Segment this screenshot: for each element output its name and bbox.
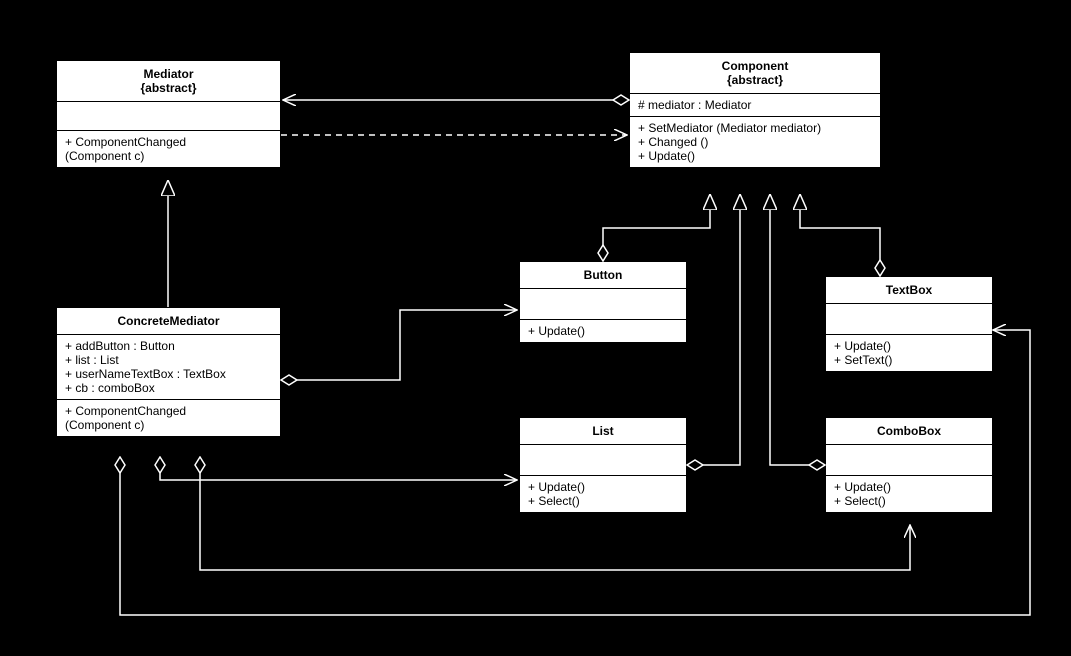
class-name: Component — [722, 59, 789, 73]
op-line: + SetMediator (Mediator mediator) — [638, 121, 872, 135]
op-line: + Update() — [638, 149, 872, 163]
op-line: (Component c) — [65, 149, 272, 163]
class-name: List — [592, 424, 613, 438]
class-textbox: TextBox + Update() + SetText() — [825, 276, 993, 372]
attr-line: + cb : comboBox — [65, 381, 272, 395]
op-line: + ComponentChanged — [65, 135, 272, 149]
class-list: List + Update() + Select() — [519, 417, 687, 513]
attrs — [57, 101, 280, 130]
class-concrete-mediator: ConcreteMediator + addButton : Button + … — [56, 307, 281, 437]
ops: + ComponentChanged (Component c) — [57, 130, 280, 167]
attr-line: + userNameTextBox : TextBox — [65, 367, 272, 381]
ops: + Update() + SetText() — [826, 334, 992, 371]
op-line: + Update() — [528, 480, 678, 494]
class-name: ComboBox — [877, 424, 941, 438]
class-name: Button — [584, 268, 623, 282]
op-line: + SetText() — [834, 353, 984, 367]
attrs: # mediator : Mediator — [630, 93, 880, 116]
class-stereotype: {abstract} — [638, 73, 872, 87]
attrs: + addButton : Button + list : List + use… — [57, 334, 280, 399]
op-line: + Select() — [528, 494, 678, 508]
class-name: ConcreteMediator — [117, 314, 219, 328]
attr-line: + addButton : Button — [65, 339, 272, 353]
class-name: Mediator — [143, 67, 193, 81]
ops: + Update() + Select() — [826, 475, 992, 512]
op-line: + Select() — [834, 494, 984, 508]
op-line: + Update() — [834, 339, 984, 353]
attrs — [520, 444, 686, 475]
op-line: + Update() — [834, 480, 984, 494]
attrs — [826, 444, 992, 475]
attr-line: + list : List — [65, 353, 272, 367]
class-button: Button + Update() — [519, 261, 687, 343]
op-line: (Component c) — [65, 418, 272, 432]
class-name: TextBox — [886, 283, 932, 297]
attrs — [520, 288, 686, 319]
class-stereotype: {abstract} — [65, 81, 272, 95]
class-combobox: ComboBox + Update() + Select() — [825, 417, 993, 513]
class-mediator: Mediator {abstract} + ComponentChanged (… — [56, 60, 281, 168]
op-line: + ComponentChanged — [65, 404, 272, 418]
ops: + ComponentChanged (Component c) — [57, 399, 280, 436]
ops: + Update() + Select() — [520, 475, 686, 512]
op-line: + Changed () — [638, 135, 872, 149]
op-line: + Update() — [528, 324, 678, 338]
ops: + SetMediator (Mediator mediator) + Chan… — [630, 116, 880, 167]
class-component: Component {abstract} # mediator : Mediat… — [629, 52, 881, 168]
attr-line: # mediator : Mediator — [638, 98, 872, 112]
attrs — [826, 303, 992, 334]
ops: + Update() — [520, 319, 686, 342]
